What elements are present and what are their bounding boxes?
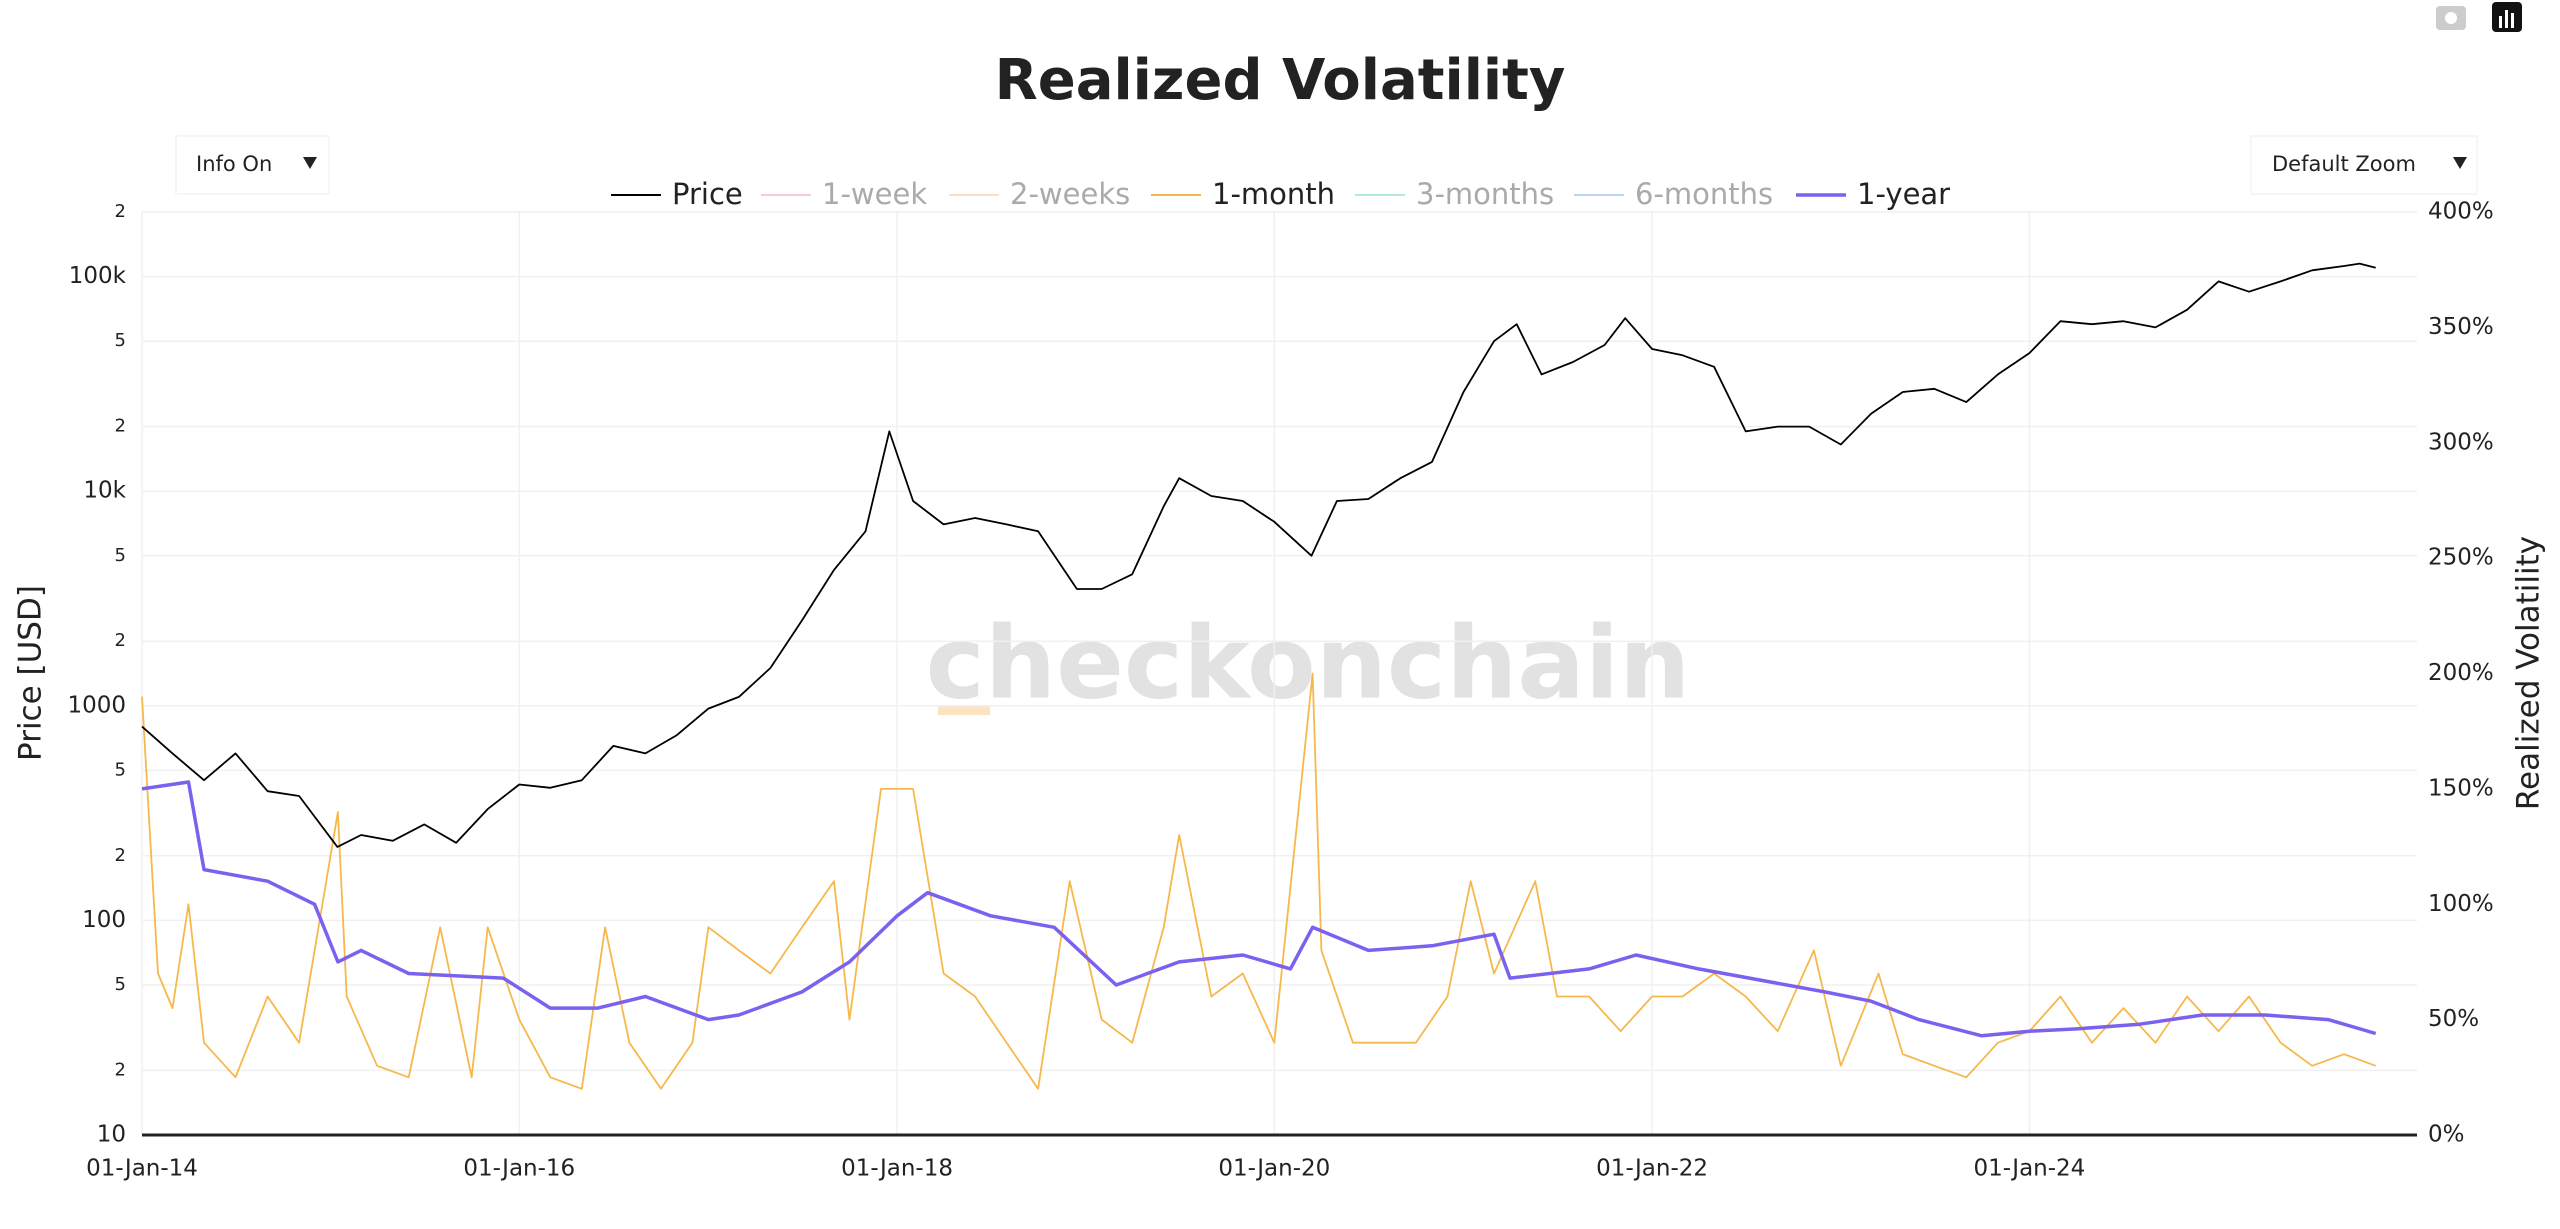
x-tick-label: 01-Jan-24	[1973, 1156, 2085, 1182]
dropdown-box[interactable]	[2250, 135, 2478, 195]
legend-item[interactable]: 1-week	[761, 177, 927, 211]
y2-tick-label: 200%	[2428, 660, 2494, 686]
y2-tick-label: 350%	[2428, 314, 2494, 340]
legend-item[interactable]: 3-months	[1355, 177, 1554, 211]
y-tick-label: 2	[115, 201, 126, 222]
y2-tick-label: 50%	[2428, 1006, 2479, 1032]
modebar	[2436, 2, 2522, 32]
y-tick-label: 2	[115, 1059, 126, 1080]
watermark: checkonchain	[926, 604, 1691, 721]
y-tick-label: 10k	[83, 478, 126, 504]
legend-label: Price	[672, 177, 743, 211]
series-line	[141, 262, 2376, 848]
x-tick-label: 01-Jan-16	[463, 1156, 575, 1182]
y-tick-label: 100k	[69, 263, 127, 289]
y2-tick-label: 250%	[2428, 545, 2494, 571]
y-axis-title: Price [USD]	[13, 585, 49, 761]
y-tick-label: 10	[97, 1122, 126, 1148]
legend-item[interactable]: 1-month	[1151, 177, 1335, 211]
dropdown-label: Info On	[196, 152, 272, 176]
y2-tick-label: 100%	[2428, 891, 2494, 917]
chart-title: Realized Volatility	[995, 48, 1566, 113]
legend-label: 1-month	[1212, 177, 1335, 211]
legend-label: 1-year	[1857, 177, 1950, 211]
dropdown-box[interactable]	[175, 135, 330, 195]
y2-axis-title: Realized Volatility	[2511, 536, 2547, 810]
dropdown-arrow	[303, 157, 317, 169]
legend-item[interactable]: Price	[611, 177, 743, 211]
legend-item[interactable]: 1-year	[1796, 177, 1950, 211]
y-tick-label: 2	[115, 416, 126, 437]
zoom-dropdown[interactable]: Default Zoom	[2250, 135, 2478, 195]
x-tick-label: 01-Jan-14	[86, 1156, 198, 1182]
legend-label: 1-week	[822, 177, 927, 211]
camera-lens	[2445, 12, 2457, 24]
y-tick-label: 2	[115, 845, 126, 866]
x-tick-label: 01-Jan-20	[1218, 1156, 1330, 1182]
legend-item[interactable]: 2-weeks	[949, 177, 1130, 211]
dropdown-label: Default Zoom	[2272, 152, 2416, 176]
legend-label: 3-months	[1416, 177, 1554, 211]
icon-bar	[2505, 10, 2508, 28]
y-tick-label: 5	[115, 759, 126, 780]
legend-label: 6-months	[1635, 177, 1773, 211]
x-tick-label: 01-Jan-18	[841, 1156, 953, 1182]
y-tick-label: 1000	[67, 692, 126, 718]
y2-tick-label: 150%	[2428, 775, 2494, 801]
y-tick-label: 5	[115, 330, 126, 351]
y-tick-label: 5	[115, 974, 126, 995]
y-tick-label: 100	[82, 907, 126, 933]
series-line	[141, 780, 2377, 1038]
info-dropdown[interactable]: Info On	[175, 135, 330, 195]
y2-tick-label: 300%	[2428, 429, 2494, 455]
y2-tick-label: 0%	[2428, 1122, 2465, 1148]
icon-bar	[2511, 13, 2514, 28]
dropdown-arrow	[2453, 157, 2467, 169]
x-tick-label: 01-Jan-22	[1596, 1156, 1708, 1182]
icon-bar	[2499, 16, 2502, 28]
series-line	[141, 672, 2377, 1090]
y-tick-label: 5	[115, 545, 126, 566]
legend-item[interactable]: 6-months	[1574, 177, 1773, 211]
y2-tick-label: 400%	[2428, 199, 2494, 225]
y-tick-label: 2	[115, 630, 126, 651]
legend-label: 2-weeks	[1010, 177, 1130, 211]
watermark-underscore	[938, 706, 990, 715]
